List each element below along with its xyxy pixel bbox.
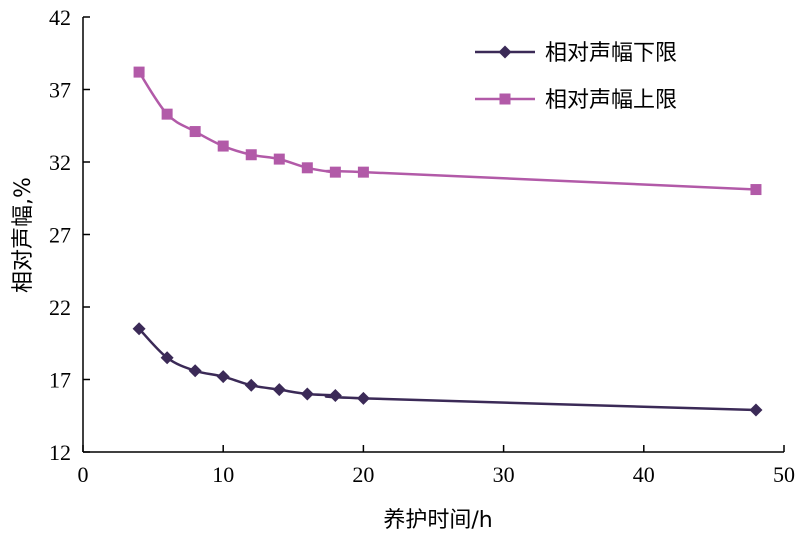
series-layer (132, 66, 763, 417)
y-tick-label: 27 (49, 223, 71, 248)
x-tick-label: 30 (493, 462, 515, 487)
data-point (750, 184, 762, 196)
data-point (357, 166, 369, 178)
data-point (160, 351, 174, 365)
y-tick-label: 42 (49, 5, 71, 30)
y-tick-label: 17 (49, 368, 71, 393)
data-point (273, 153, 285, 165)
legend-marker (498, 45, 512, 59)
data-point (301, 162, 313, 174)
y-axis-ticks: 12 17 22 27 32 37 42 (49, 5, 90, 465)
data-point (749, 403, 763, 417)
y-tick-label: 22 (49, 295, 71, 320)
data-point (133, 66, 145, 78)
series-line (138, 327, 756, 412)
legend-item-2: 相对声幅上限 (475, 88, 677, 113)
data-point (188, 364, 202, 378)
data-point (189, 126, 201, 138)
data-point (161, 108, 173, 120)
data-point (244, 378, 258, 392)
series-1 (132, 322, 763, 417)
x-axis-title: 养护时间/h (383, 508, 492, 533)
series-2 (133, 66, 762, 196)
axes (82, 17, 784, 453)
x-axis-ticks: 0 10 20 30 40 50 (78, 445, 795, 487)
x-tick-label: 0 (78, 462, 89, 487)
x-tick-label: 20 (352, 462, 374, 487)
y-tick-label: 37 (49, 78, 71, 103)
y-tick-label: 32 (49, 150, 71, 175)
data-point (300, 387, 314, 401)
x-tick-label: 10 (212, 462, 234, 487)
data-point (356, 391, 370, 405)
legend-label: 相对声幅上限 (545, 88, 677, 113)
data-point (329, 166, 341, 178)
data-point (272, 383, 286, 397)
legend-label: 相对声幅下限 (545, 41, 677, 66)
y-axis-title: 相对声幅,% (11, 177, 36, 293)
data-point (328, 388, 342, 402)
x-tick-label: 50 (773, 462, 795, 487)
legend-item-1: 相对声幅下限 (475, 41, 677, 66)
data-point (216, 370, 230, 384)
data-point (245, 149, 257, 161)
data-point (132, 322, 146, 336)
data-point (217, 140, 229, 152)
y-tick-label: 12 (49, 440, 71, 465)
legend-marker (499, 93, 511, 105)
x-tick-label: 40 (633, 462, 655, 487)
